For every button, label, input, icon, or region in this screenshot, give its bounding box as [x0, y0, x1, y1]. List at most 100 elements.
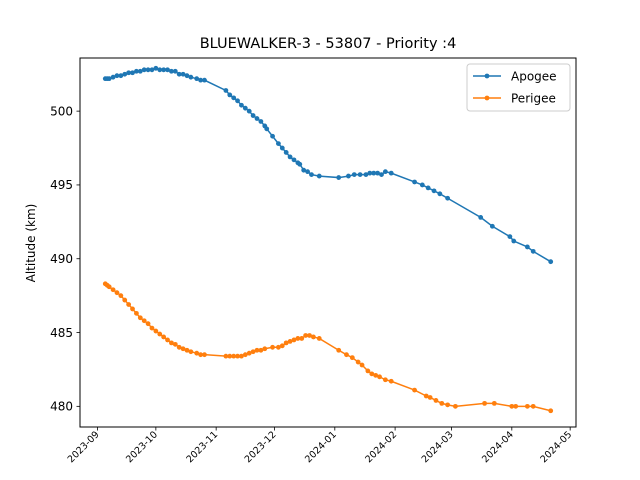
- perigee-data-point: [311, 334, 316, 340]
- apogee-data-point: [524, 244, 530, 250]
- perigee-data-point: [445, 402, 451, 408]
- apogee-data-point: [548, 259, 554, 265]
- perigee-data-point: [303, 333, 309, 338]
- perigee-data-point: [145, 321, 151, 327]
- perigee-data-point: [110, 287, 116, 293]
- perigee-data-point: [453, 403, 458, 409]
- perigee-data-point: [126, 302, 132, 307]
- apogee-data-point: [264, 126, 270, 132]
- apogee-data-point: [145, 67, 151, 73]
- perigee-data-point: [118, 293, 124, 299]
- apogee-data-point: [530, 248, 536, 254]
- apogee-data-point: [346, 173, 351, 179]
- perigee-data-point: [161, 334, 167, 340]
- perigee-data-point: [227, 353, 233, 359]
- apogee-data-point: [309, 172, 314, 178]
- apogee-data-point: [180, 71, 186, 77]
- perigee-data-point: [513, 403, 519, 409]
- apogee-data-point: [134, 68, 139, 74]
- apogee-data-point: [239, 102, 244, 108]
- apogee-data-point: [198, 77, 204, 83]
- perigee-data-point: [427, 395, 433, 400]
- apogee-data-point: [351, 172, 357, 178]
- perigee-data-point: [509, 403, 515, 409]
- perigee-data-point: [388, 378, 394, 384]
- perigee-data-point: [176, 344, 182, 350]
- apogee-data-point: [363, 172, 369, 178]
- perigee-data-point: [295, 336, 301, 341]
- perigee-data-point: [202, 352, 207, 358]
- perigee-data-point: [369, 371, 375, 377]
- axes-frame: [79, 57, 577, 428]
- perigee-data-point: [165, 337, 170, 343]
- perigee-data-point: [242, 352, 248, 358]
- apogee-data-point: [287, 154, 293, 160]
- perigee-data-point: [287, 338, 293, 344]
- apogee-data-point: [231, 95, 237, 101]
- apogee-data-point: [118, 73, 124, 79]
- perigee-data-point: [223, 353, 229, 359]
- apogee-data-point: [316, 173, 322, 179]
- apogee-data-point: [161, 67, 167, 73]
- apogee-data-point: [242, 105, 248, 111]
- apogee-data-point: [126, 70, 132, 76]
- perigee-data-point: [130, 306, 135, 312]
- apogee-data-point: [130, 70, 135, 76]
- apogee-data-point: [165, 67, 170, 73]
- perigee-data-point: [344, 352, 349, 358]
- perigee-data-point: [246, 350, 252, 356]
- y-tick-label: 480: [50, 400, 73, 414]
- perigee-data-point: [153, 328, 159, 334]
- y-tick-label: 495: [50, 178, 73, 192]
- perigee-data-point: [270, 344, 275, 350]
- perigee-data-point: [262, 346, 268, 352]
- legend: Apogee Perigee: [466, 63, 571, 112]
- apogee-data-point: [202, 77, 207, 83]
- apogee-data-point: [419, 182, 425, 188]
- apogee-data-point: [445, 195, 451, 201]
- apogee-data-point: [305, 169, 310, 175]
- perigee-data-point: [336, 347, 342, 353]
- apogee-data-point: [283, 150, 289, 155]
- apogee-data-point: [223, 88, 229, 93]
- perigee-data-point: [373, 372, 379, 378]
- perigee-data-point: [250, 349, 256, 355]
- perigee-data-point: [134, 310, 139, 316]
- apogee-data-point: [431, 188, 437, 194]
- apogee-data-point: [437, 191, 443, 197]
- apogee-data-point: [388, 170, 394, 176]
- apogee-data-point: [184, 73, 190, 79]
- perigee-data-point: [439, 400, 445, 406]
- perigee-data-point: [149, 325, 155, 331]
- apogee-data-point: [425, 185, 431, 191]
- apogee-data-point: [357, 172, 363, 178]
- y-axis-label: Altitude (km): [24, 204, 38, 283]
- plot-area: [102, 65, 554, 414]
- apogee-data-point: [336, 175, 342, 180]
- apogee-data-point: [194, 76, 200, 82]
- apogee-data-point: [478, 215, 484, 220]
- perigee-data-point: [254, 347, 260, 353]
- y-tick-label: 485: [50, 326, 73, 340]
- apogee-data-point: [188, 74, 194, 80]
- perigee-data-point: [184, 347, 190, 353]
- apogee-data-point: [149, 67, 155, 73]
- perigee-data-point: [283, 340, 289, 346]
- apogee-data-point: [110, 74, 116, 80]
- apogee-data-point: [153, 65, 159, 71]
- perigee-data-point: [157, 331, 163, 337]
- perigee-data-point: [114, 290, 120, 296]
- perigee-data-point: [180, 346, 186, 352]
- apogee-data-point: [371, 170, 377, 176]
- legend-perigee-marker: [484, 95, 490, 101]
- perigee-data-point: [530, 403, 536, 409]
- perigee-data-point: [276, 344, 281, 350]
- apogee-data-point: [489, 223, 495, 229]
- legend-apogee-marker: [484, 73, 490, 79]
- apogee-data-point: [301, 167, 307, 173]
- apogee-data-point: [246, 108, 252, 114]
- perigee-data-point: [423, 393, 429, 399]
- apogee-data-point: [157, 67, 163, 73]
- perigee-data-point: [239, 353, 244, 359]
- apogee-data-point: [122, 71, 128, 77]
